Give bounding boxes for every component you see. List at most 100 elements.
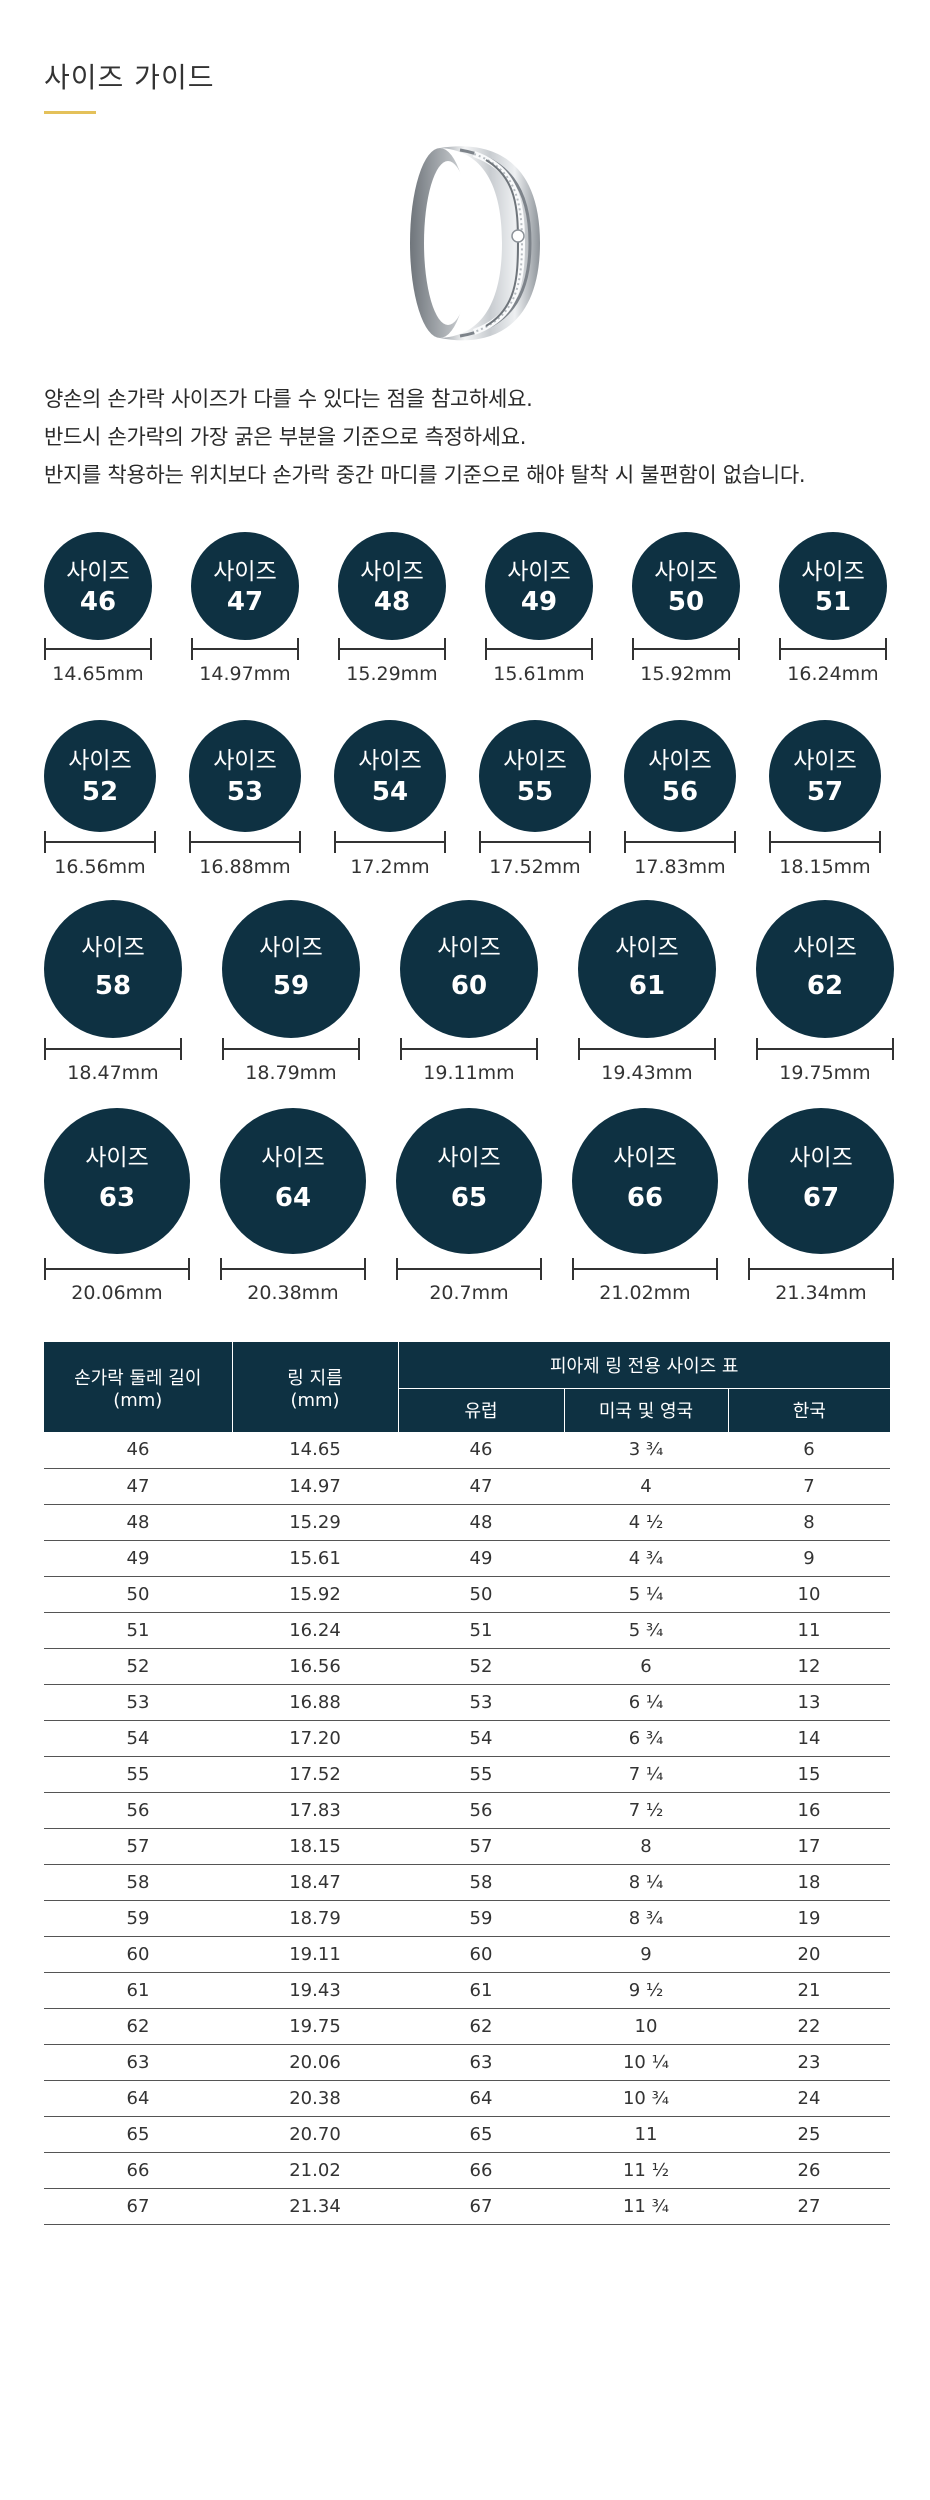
table-cell: 9 [564, 1936, 728, 1973]
size-number: 55 [516, 777, 554, 807]
intro-text: 양손의 손가락 사이즈가 다를 수 있다는 점을 참고하세요. 반드시 손가락의… [44, 380, 904, 494]
table-row: 65 20.70 65 11 25 [44, 2116, 890, 2153]
size-label: 사이즈 [360, 559, 424, 585]
table-cell: 20.38 [232, 2080, 398, 2117]
table-cell: 18.79 [232, 1900, 398, 1937]
table-row: 66 21.02 66 11 ½ 26 [44, 2152, 890, 2189]
table-cell: 10 ¾ [564, 2080, 728, 2117]
table-cell: 10 [728, 1576, 890, 1613]
diameter-measure-line [44, 1038, 182, 1060]
table-row: 56 17.83 56 7 ½ 16 [44, 1792, 890, 1829]
size-number: 46 [79, 587, 117, 617]
table-cell: 61 [44, 1972, 232, 2009]
size-number: 47 [226, 587, 264, 617]
ring-image [410, 146, 540, 341]
table-cell: 6 [728, 1432, 890, 1469]
table-cell: 55 [398, 1756, 564, 1793]
diameter-measure-line [44, 831, 156, 853]
size-label: 사이즈 [793, 748, 857, 774]
table-cell: 18 [728, 1864, 890, 1901]
table-cell: 17.20 [232, 1720, 398, 1757]
diameter-measure-line [756, 1038, 894, 1060]
table-cell: 6 ¼ [564, 1684, 728, 1721]
size-circle-49: 사이즈 49 [485, 532, 593, 640]
diameter-measure-line [479, 831, 591, 853]
table-cell: 19.75 [232, 2008, 398, 2045]
table-cell: 7 ¼ [564, 1756, 728, 1793]
table-cell: 18.15 [232, 1828, 398, 1865]
table-cell: 14 [728, 1720, 890, 1757]
table-row: 63 20.06 63 10 ¼ 23 [44, 2044, 890, 2081]
table-row: 53 16.88 53 6 ¼ 13 [44, 1684, 890, 1721]
diameter-text: 19.75mm [779, 1062, 871, 1084]
table-cell: 6 ¾ [564, 1720, 728, 1757]
size-circle-51: 사이즈 51 [779, 532, 887, 640]
table-cell: 20.70 [232, 2116, 398, 2153]
diameter-measure-line [191, 638, 299, 660]
table-cell: 8 ¾ [564, 1900, 728, 1937]
table-cell: 12 [728, 1648, 890, 1685]
table-row: 57 18.15 57 8 17 [44, 1828, 890, 1865]
diameter-text: 21.34mm [775, 1282, 867, 1304]
table-cell: 3 ¾ [564, 1432, 728, 1469]
header-us-uk: 미국 및 영국 [563, 1387, 728, 1432]
size-circle-56: 사이즈 56 [624, 720, 736, 832]
diameter-text: 17.83mm [634, 856, 726, 878]
table-cell: 53 [398, 1684, 564, 1721]
size-label: 사이즈 [437, 935, 501, 961]
size-label: 사이즈 [437, 1145, 501, 1171]
diameter-text: 17.2mm [350, 856, 430, 878]
table-row: 62 19.75 62 10 22 [44, 2008, 890, 2045]
table-cell: 24 [728, 2080, 890, 2117]
diameter-text: 14.65mm [52, 663, 144, 685]
size-label: 사이즈 [613, 1145, 677, 1171]
table-cell: 15.92 [232, 1576, 398, 1613]
table-cell: 9 [728, 1540, 890, 1577]
table-cell: 15 [728, 1756, 890, 1793]
table-cell: 56 [44, 1792, 232, 1829]
table-cell: 19 [728, 1900, 890, 1937]
table-cell: 21 [728, 1972, 890, 2009]
table-row: 59 18.79 59 8 ¾ 19 [44, 1900, 890, 1937]
size-circle-48: 사이즈 48 [338, 532, 446, 640]
diameter-text: 16.56mm [54, 856, 146, 878]
size-label: 사이즈 [507, 559, 571, 585]
diameter-text: 18.47mm [67, 1062, 159, 1084]
table-cell: 14.97 [232, 1468, 398, 1505]
table-cell: 66 [398, 2152, 564, 2189]
size-circle-54: 사이즈 54 [334, 720, 446, 832]
diameter-text: 16.88mm [199, 856, 291, 878]
diameter-measure-line [572, 1258, 718, 1280]
size-circle-65: 사이즈 65 [396, 1108, 542, 1254]
size-circle-58: 사이즈 58 [44, 900, 182, 1038]
table-cell: 21.34 [232, 2188, 398, 2225]
size-label: 사이즈 [615, 935, 679, 961]
table-cell: 14.65 [232, 1432, 398, 1469]
table-cell: 53 [44, 1684, 232, 1721]
table-cell: 7 ½ [564, 1792, 728, 1829]
diameter-measure-line [578, 1038, 716, 1060]
size-number: 52 [81, 777, 119, 807]
size-circle-46: 사이즈 46 [44, 532, 152, 640]
table-cell: 4 ¾ [564, 1540, 728, 1577]
table-cell: 51 [398, 1612, 564, 1649]
size-label: 사이즈 [648, 748, 712, 774]
size-label: 사이즈 [793, 935, 857, 961]
header-group: 피아제 링 전용 사이즈 표 [397, 1342, 890, 1388]
header-circumference: 손가락 둘레 길이 (mm) [44, 1342, 232, 1432]
table-cell: 60 [398, 1936, 564, 1973]
size-circle-57: 사이즈 57 [769, 720, 881, 832]
table-cell: 25 [728, 2116, 890, 2153]
size-circle-55: 사이즈 55 [479, 720, 591, 832]
size-number: 48 [373, 587, 411, 617]
size-circle-62: 사이즈 62 [756, 900, 894, 1038]
table-cell: 23 [728, 2044, 890, 2081]
size-number: 56 [661, 777, 699, 807]
header-diameter: 링 지름 (mm) [231, 1342, 398, 1432]
table-cell: 49 [398, 1540, 564, 1577]
page-title: 사이즈 가이드 [44, 61, 215, 94]
size-label: 사이즈 [654, 559, 718, 585]
size-number: 62 [806, 971, 844, 1001]
